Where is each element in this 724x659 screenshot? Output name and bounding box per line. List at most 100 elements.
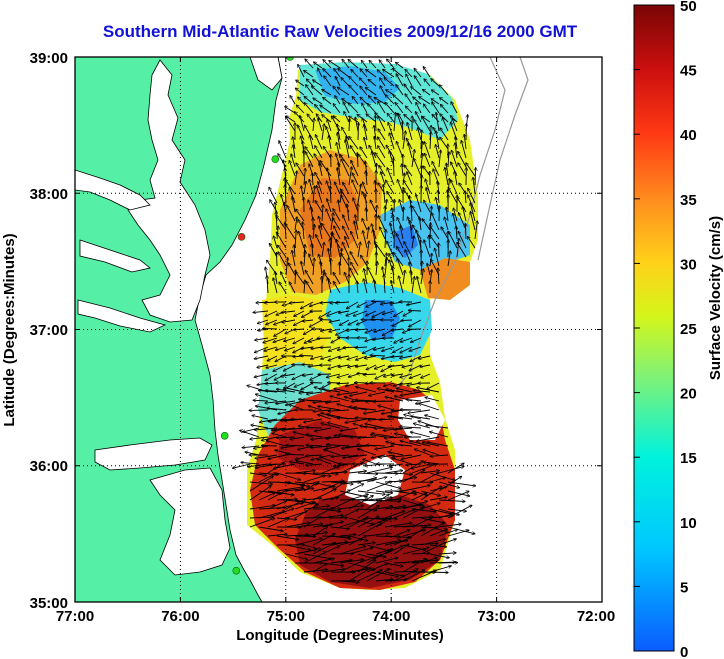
velocity-vector bbox=[318, 406, 341, 411]
velocity-vector bbox=[338, 69, 350, 78]
velocity-vector bbox=[349, 137, 359, 150]
colorbar-tick-label: 30 bbox=[680, 256, 697, 273]
velocity-vector bbox=[364, 409, 386, 414]
velocity-vector bbox=[286, 117, 296, 132]
velocity-vector bbox=[468, 237, 476, 249]
velocity-vector bbox=[285, 107, 296, 114]
velocity-vector bbox=[351, 262, 359, 276]
velocity-vector bbox=[432, 213, 440, 231]
velocity-vector bbox=[393, 158, 394, 177]
velocity-vector bbox=[348, 569, 368, 573]
velocity-vector bbox=[388, 123, 395, 141]
velocity-vector bbox=[312, 86, 323, 96]
velocity-vector bbox=[321, 355, 332, 359]
velocity-vector bbox=[447, 505, 472, 519]
velocity-vector bbox=[366, 364, 377, 370]
velocity-vector bbox=[276, 232, 287, 249]
velocity-vector bbox=[340, 155, 350, 168]
pamlico-sound bbox=[149, 467, 231, 576]
velocity-vector bbox=[366, 550, 391, 564]
velocity-vector bbox=[279, 282, 287, 294]
radar-station-marker bbox=[286, 57, 294, 61]
velocity-vector bbox=[402, 508, 423, 519]
velocity-vector bbox=[388, 452, 404, 456]
velocity-vector bbox=[440, 98, 449, 105]
velocity-vector bbox=[407, 123, 413, 141]
velocity-vector bbox=[294, 310, 305, 316]
velocity-vector bbox=[447, 530, 469, 537]
velocity-vector bbox=[343, 102, 350, 114]
velocity-vector bbox=[357, 242, 360, 258]
velocity-vector bbox=[249, 518, 275, 528]
velocity-vector bbox=[389, 416, 413, 420]
velocity-vector bbox=[397, 247, 404, 258]
y-tick-label: 38:00 bbox=[30, 186, 68, 203]
velocity-vector bbox=[341, 253, 350, 267]
velocity-vector bbox=[278, 409, 296, 414]
velocity-vector bbox=[303, 181, 306, 195]
velocity-vector bbox=[309, 254, 314, 267]
velocity-vector bbox=[455, 171, 458, 186]
delaware-bay bbox=[249, 57, 283, 91]
velocity-vector bbox=[274, 328, 287, 336]
velocity-vector bbox=[394, 427, 413, 430]
velocity-vector bbox=[337, 391, 359, 395]
velocity-vector bbox=[285, 185, 286, 204]
velocity-vector bbox=[389, 133, 395, 150]
velocity-vector bbox=[281, 272, 287, 285]
velocity-vector bbox=[349, 119, 350, 132]
velocity-vector bbox=[296, 80, 305, 87]
velocity-vector bbox=[438, 268, 439, 285]
velocity-vector bbox=[378, 129, 386, 141]
velocity-vector bbox=[316, 186, 323, 204]
velocity-vector bbox=[296, 272, 305, 285]
velocity-vector bbox=[248, 463, 269, 467]
velocity-vector bbox=[339, 310, 350, 313]
velocity-vector bbox=[425, 415, 440, 420]
velocity-vector bbox=[393, 346, 404, 353]
velocity-vector bbox=[343, 215, 350, 231]
velocity-vector bbox=[438, 553, 456, 554]
velocity-vector bbox=[321, 124, 324, 141]
velocity-vector bbox=[363, 459, 377, 465]
velocity-vector bbox=[289, 302, 305, 303]
y-tick-label: 39:00 bbox=[30, 50, 68, 67]
velocity-vector bbox=[306, 85, 314, 96]
velocity-vector bbox=[339, 435, 359, 438]
velocity-vector bbox=[296, 461, 314, 465]
velocity-vector bbox=[366, 445, 386, 446]
velocity-vector bbox=[430, 132, 431, 150]
velocity-vector bbox=[267, 534, 287, 537]
velocity-vector bbox=[384, 499, 402, 500]
velocity-vector bbox=[384, 437, 404, 438]
velocity-vector bbox=[333, 209, 341, 222]
velocity-vector bbox=[321, 569, 345, 573]
velocity-vector bbox=[329, 61, 341, 69]
velocity-vector bbox=[281, 311, 296, 313]
velocity-vector bbox=[468, 188, 476, 204]
velocity-vector bbox=[375, 445, 395, 449]
velocity-vector bbox=[312, 563, 327, 573]
velocity-vector bbox=[330, 186, 331, 204]
velocity-vector bbox=[420, 572, 448, 573]
velocity-vector bbox=[407, 172, 413, 186]
velocity-vector bbox=[304, 418, 323, 422]
velocity-vector bbox=[431, 99, 440, 105]
velocity-vector bbox=[306, 464, 323, 465]
velocity-vector bbox=[325, 400, 341, 403]
velocity-vector bbox=[364, 279, 368, 294]
velocity-vector bbox=[294, 245, 295, 258]
velocity-vector bbox=[351, 70, 359, 78]
velocity-vector bbox=[320, 302, 332, 303]
velocity-vector bbox=[400, 337, 413, 342]
velocity-vector bbox=[294, 550, 317, 555]
velocity-vector bbox=[384, 275, 385, 294]
velocity-vector bbox=[289, 404, 305, 411]
velocity-vector bbox=[286, 445, 305, 446]
velocity-vector bbox=[328, 423, 350, 429]
velocity-vector bbox=[249, 476, 273, 492]
velocity-vector bbox=[357, 570, 382, 582]
velocity-vector bbox=[276, 472, 301, 480]
velocity-vector bbox=[337, 87, 350, 96]
velocity-vector bbox=[438, 500, 465, 502]
